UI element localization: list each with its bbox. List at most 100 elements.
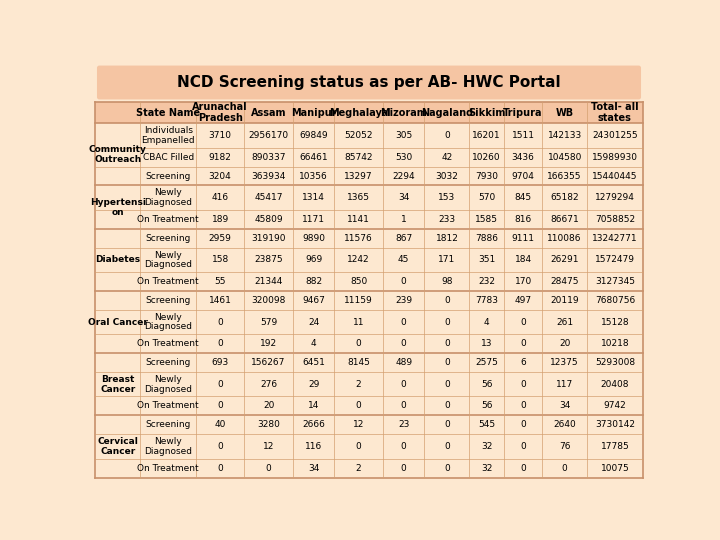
Text: 0: 0: [444, 296, 450, 305]
Text: Newly
Diagnosed: Newly Diagnosed: [144, 437, 192, 456]
Text: 545: 545: [478, 420, 495, 429]
Text: 98: 98: [441, 277, 453, 286]
Text: 24: 24: [308, 318, 319, 327]
Text: 85742: 85742: [344, 153, 373, 161]
Text: Tripura: Tripura: [503, 107, 543, 118]
Text: 233: 233: [438, 215, 456, 224]
Text: 489: 489: [395, 358, 412, 367]
Text: 10260: 10260: [472, 153, 501, 161]
Text: Newly
Diagnosed: Newly Diagnosed: [144, 188, 192, 207]
Text: 20: 20: [263, 401, 274, 410]
Text: 0: 0: [217, 380, 223, 389]
Text: 11159: 11159: [344, 296, 373, 305]
Text: 0: 0: [217, 442, 223, 451]
Text: 55: 55: [215, 277, 226, 286]
Text: 416: 416: [212, 193, 229, 202]
Text: 2: 2: [356, 463, 361, 472]
Text: 3710: 3710: [209, 131, 232, 140]
Text: 2959: 2959: [209, 234, 232, 243]
Text: 23875: 23875: [254, 255, 283, 265]
Text: Mizoram: Mizoram: [380, 107, 427, 118]
Text: On Treatment: On Treatment: [138, 215, 199, 224]
Text: 24301255: 24301255: [592, 131, 638, 140]
Text: 0: 0: [521, 463, 526, 472]
Bar: [96, 396, 642, 415]
Text: 0: 0: [356, 339, 361, 348]
Text: Screening: Screening: [145, 234, 191, 243]
Bar: [96, 248, 642, 272]
Text: 3436: 3436: [512, 153, 534, 161]
Text: 12: 12: [263, 442, 274, 451]
Text: 867: 867: [395, 234, 413, 243]
Text: 3204: 3204: [209, 172, 231, 180]
Text: 3127345: 3127345: [595, 277, 635, 286]
Text: Newly
Diagnosed: Newly Diagnosed: [144, 375, 192, 394]
Text: 0: 0: [444, 380, 450, 389]
Text: 232: 232: [478, 277, 495, 286]
Text: 20: 20: [559, 339, 570, 348]
Text: 17785: 17785: [600, 442, 629, 451]
Text: Total- all
states: Total- all states: [591, 102, 639, 123]
Text: 21344: 21344: [254, 277, 283, 286]
Text: 497: 497: [515, 296, 531, 305]
Text: Breast
Cancer: Breast Cancer: [100, 375, 135, 394]
Text: Individuals
Empanelled: Individuals Empanelled: [141, 126, 195, 145]
Text: 192: 192: [260, 339, 277, 348]
Text: 10075: 10075: [600, 463, 629, 472]
Text: 13: 13: [481, 339, 492, 348]
Text: 276: 276: [260, 380, 277, 389]
Text: 850: 850: [350, 277, 367, 286]
Text: 0: 0: [401, 380, 407, 389]
FancyBboxPatch shape: [97, 65, 641, 99]
Text: 158: 158: [212, 255, 229, 265]
Text: 0: 0: [217, 339, 223, 348]
Text: 0: 0: [401, 463, 407, 472]
Text: 0: 0: [444, 358, 450, 367]
Bar: [96, 167, 642, 186]
Bar: [96, 210, 642, 229]
Text: Meghalaya: Meghalaya: [329, 107, 388, 118]
Text: 86671: 86671: [550, 215, 579, 224]
Text: 320098: 320098: [251, 296, 286, 305]
Text: 9182: 9182: [209, 153, 232, 161]
Text: 32: 32: [481, 463, 492, 472]
Text: 12: 12: [353, 420, 364, 429]
Text: 1279294: 1279294: [595, 193, 635, 202]
Text: 16201: 16201: [472, 131, 501, 140]
Text: 170: 170: [515, 277, 532, 286]
Text: 1242: 1242: [347, 255, 370, 265]
Text: 65182: 65182: [550, 193, 579, 202]
Text: 1: 1: [401, 215, 407, 224]
Text: 570: 570: [478, 193, 495, 202]
Text: Diabetes: Diabetes: [95, 255, 140, 265]
Text: 11576: 11576: [344, 234, 373, 243]
Text: 9704: 9704: [512, 172, 534, 180]
Text: 6451: 6451: [302, 358, 325, 367]
Text: On Treatment: On Treatment: [138, 277, 199, 286]
Text: Screening: Screening: [145, 172, 191, 180]
Text: 42: 42: [441, 153, 453, 161]
Text: 0: 0: [444, 131, 450, 140]
Text: Nagaland: Nagaland: [421, 107, 473, 118]
Text: 104580: 104580: [547, 153, 582, 161]
Text: Arunachal
Pradesh: Arunachal Pradesh: [192, 102, 248, 123]
Text: 34: 34: [398, 193, 409, 202]
Text: On Treatment: On Treatment: [138, 339, 199, 348]
Text: 153: 153: [438, 193, 456, 202]
Text: 34: 34: [559, 401, 570, 410]
Text: 890337: 890337: [251, 153, 286, 161]
Text: Assam: Assam: [251, 107, 287, 118]
Text: 1812: 1812: [436, 234, 459, 243]
Text: 9467: 9467: [302, 296, 325, 305]
Text: 1585: 1585: [475, 215, 498, 224]
Text: 10218: 10218: [600, 339, 629, 348]
Text: 0: 0: [444, 339, 450, 348]
Text: 7930: 7930: [475, 172, 498, 180]
Text: 20408: 20408: [600, 380, 629, 389]
Text: On Treatment: On Treatment: [138, 463, 199, 472]
Text: 5293008: 5293008: [595, 358, 635, 367]
Text: 23: 23: [398, 420, 409, 429]
Text: WB: WB: [556, 107, 574, 118]
Bar: [96, 310, 642, 334]
Text: 0: 0: [444, 401, 450, 410]
